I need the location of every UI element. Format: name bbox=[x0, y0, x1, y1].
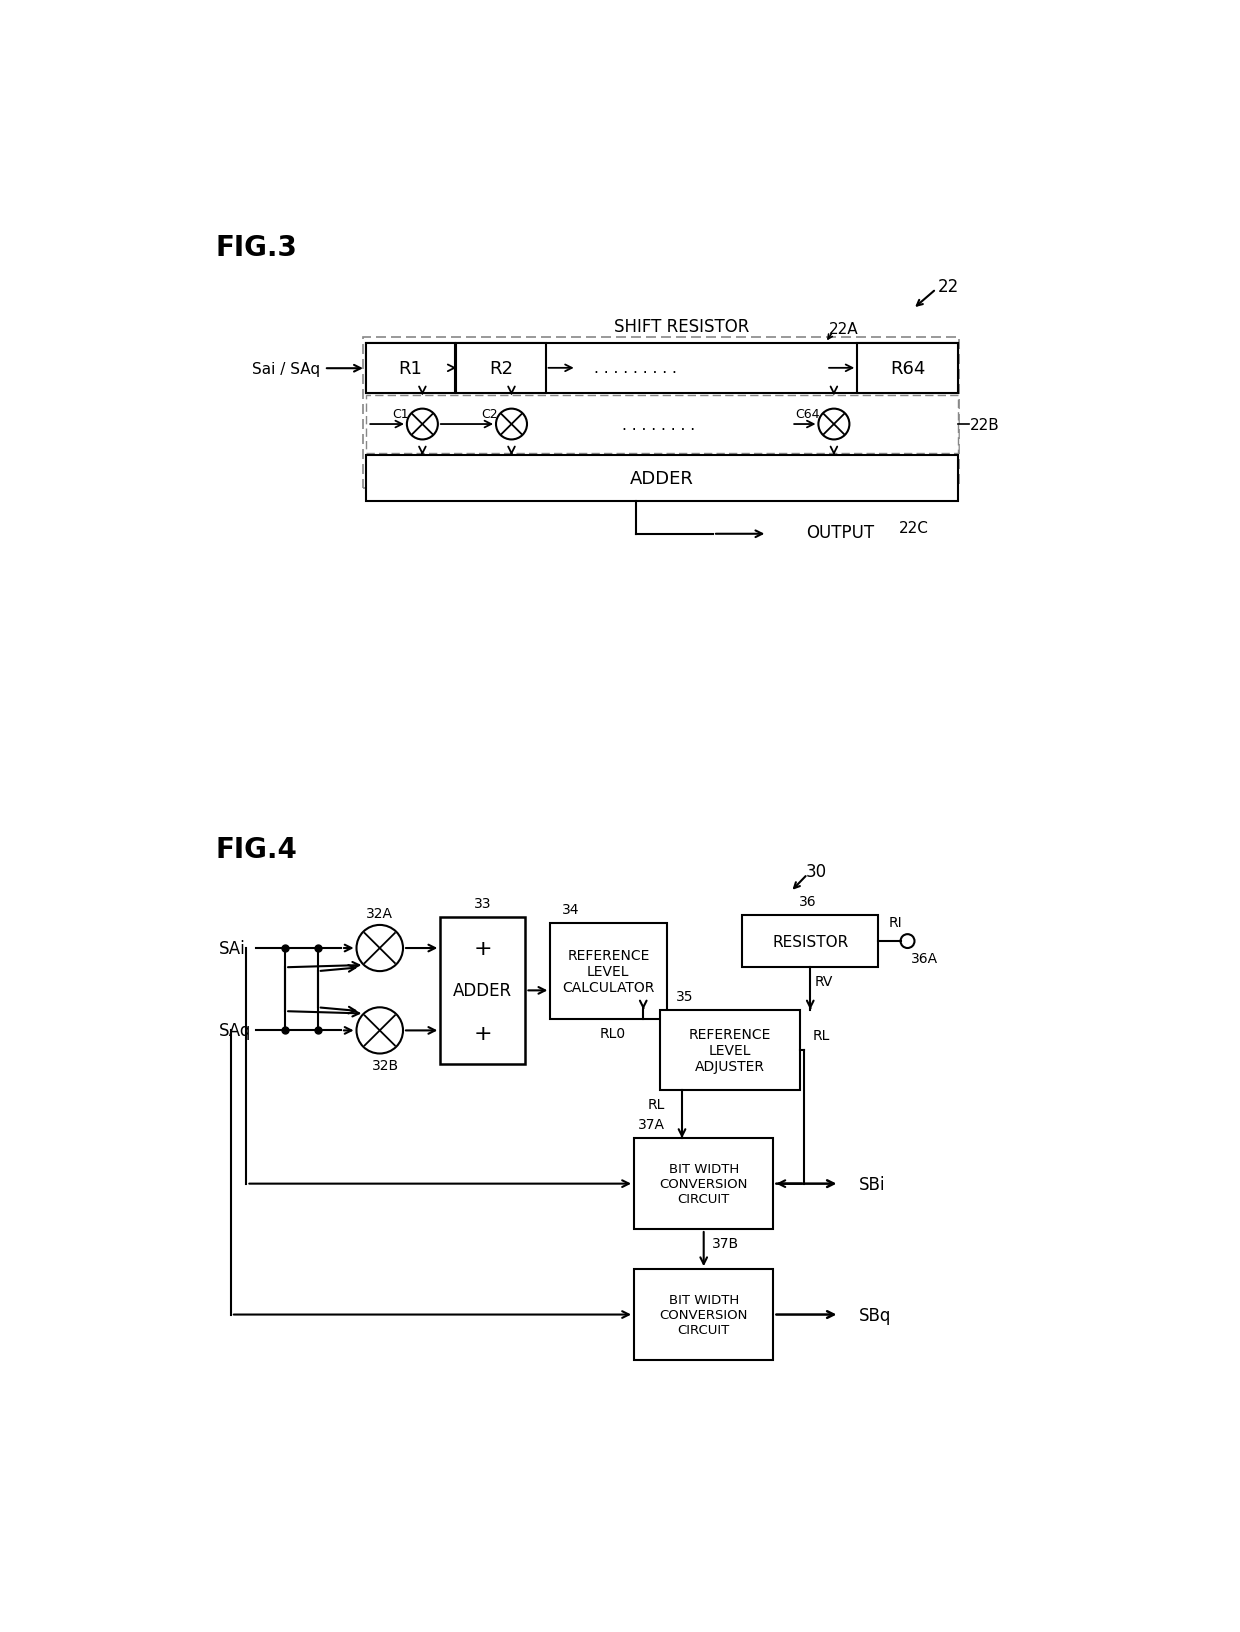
Text: 22A: 22A bbox=[830, 322, 859, 336]
Text: 36A: 36A bbox=[911, 951, 939, 966]
Text: 22C: 22C bbox=[899, 521, 929, 535]
Text: 37B: 37B bbox=[712, 1235, 739, 1250]
Text: R1: R1 bbox=[398, 359, 423, 377]
Text: C64: C64 bbox=[795, 408, 820, 421]
Text: . . . . . . . . .: . . . . . . . . . bbox=[594, 361, 677, 375]
Text: RI: RI bbox=[889, 916, 903, 929]
Bar bbox=[660, 1010, 800, 1090]
Text: . . . . . . . .: . . . . . . . . bbox=[622, 418, 696, 432]
Text: R64: R64 bbox=[890, 359, 925, 377]
Text: FIG.4: FIG.4 bbox=[216, 836, 298, 863]
Text: ADDER: ADDER bbox=[630, 470, 694, 488]
Text: Sai / SAq: Sai / SAq bbox=[252, 362, 320, 377]
Text: SBq: SBq bbox=[858, 1306, 892, 1324]
Text: 32A: 32A bbox=[366, 907, 393, 920]
Bar bbox=[634, 1139, 774, 1229]
Text: 33: 33 bbox=[474, 898, 491, 911]
Text: RL: RL bbox=[812, 1028, 830, 1041]
Bar bbox=[456, 344, 546, 393]
Text: RL0: RL0 bbox=[600, 1027, 626, 1040]
Text: C2: C2 bbox=[481, 408, 497, 421]
Bar bbox=[551, 924, 667, 1020]
Text: SAq: SAq bbox=[218, 1022, 250, 1040]
Text: BIT WIDTH
CONVERSION
CIRCUIT: BIT WIDTH CONVERSION CIRCUIT bbox=[660, 1162, 748, 1206]
Text: RL: RL bbox=[647, 1098, 665, 1111]
Bar bbox=[857, 344, 957, 393]
Text: SBi: SBi bbox=[858, 1175, 885, 1193]
Text: R2: R2 bbox=[489, 359, 513, 377]
Text: OUTPUT: OUTPUT bbox=[806, 524, 874, 542]
Text: REFERENCE
LEVEL
CALCULATOR: REFERENCE LEVEL CALCULATOR bbox=[562, 948, 655, 994]
Text: REFERENCE
LEVEL
ADJUSTER: REFERENCE LEVEL ADJUSTER bbox=[689, 1027, 771, 1074]
Text: RV: RV bbox=[815, 974, 832, 989]
Text: 30: 30 bbox=[806, 862, 827, 881]
Text: +: + bbox=[474, 1023, 492, 1043]
Text: ADDER: ADDER bbox=[454, 982, 512, 1000]
Bar bbox=[743, 916, 878, 968]
Text: BIT WIDTH
CONVERSION
CIRCUIT: BIT WIDTH CONVERSION CIRCUIT bbox=[660, 1293, 748, 1337]
Text: 22B: 22B bbox=[971, 418, 999, 432]
Text: 36: 36 bbox=[799, 894, 816, 909]
Bar bbox=[366, 397, 959, 454]
Text: RESISTOR: RESISTOR bbox=[773, 934, 848, 950]
Bar bbox=[440, 917, 526, 1064]
Bar bbox=[366, 344, 959, 393]
Bar bbox=[363, 338, 960, 488]
Text: +: + bbox=[474, 938, 492, 958]
Text: 35: 35 bbox=[676, 989, 693, 1004]
Text: SHIFT RESISTOR: SHIFT RESISTOR bbox=[614, 318, 750, 336]
Text: 34: 34 bbox=[562, 902, 579, 916]
Bar bbox=[634, 1270, 774, 1359]
Text: SAi: SAi bbox=[218, 940, 246, 958]
Text: 37A: 37A bbox=[637, 1118, 665, 1131]
Text: C1: C1 bbox=[392, 408, 408, 421]
Bar bbox=[366, 455, 959, 503]
Text: 32B: 32B bbox=[372, 1059, 399, 1072]
Text: 22: 22 bbox=[937, 277, 959, 295]
Bar bbox=[366, 344, 455, 393]
Text: FIG.3: FIG.3 bbox=[216, 233, 298, 263]
